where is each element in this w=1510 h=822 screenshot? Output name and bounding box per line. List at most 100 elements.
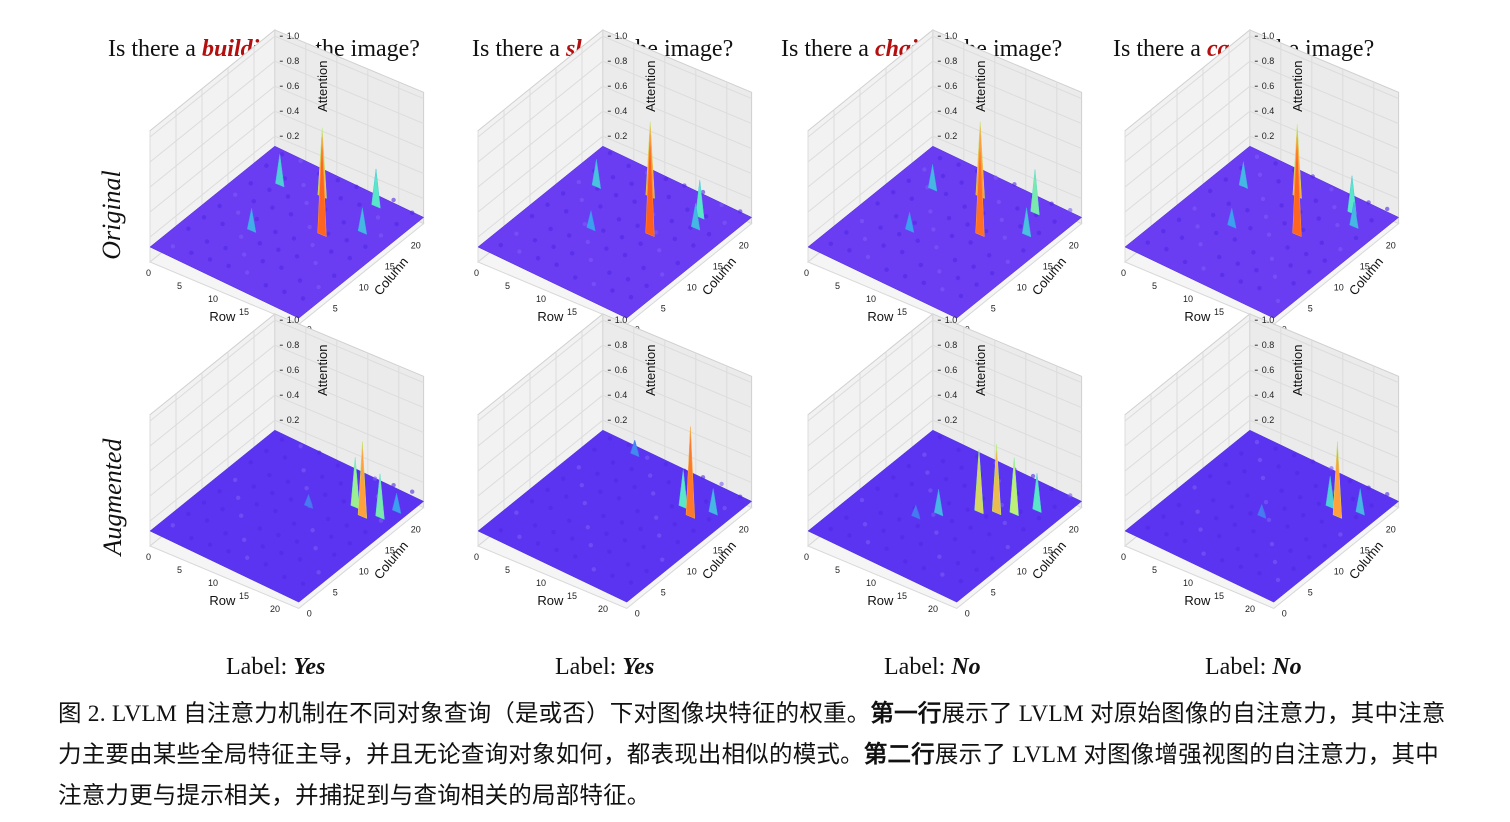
z-axis-label: Attention xyxy=(973,345,988,396)
surface-texture xyxy=(363,529,368,535)
surface-texture xyxy=(332,552,337,557)
surface-texture xyxy=(1322,258,1327,263)
row-tick-label: 15 xyxy=(1214,307,1224,317)
surface-texture xyxy=(1052,219,1057,224)
surface-texture xyxy=(862,522,868,527)
surface-texture xyxy=(881,243,886,248)
attention-peak-side xyxy=(1297,124,1302,199)
surface-texture xyxy=(915,523,920,529)
row-tick-label: 0 xyxy=(1121,268,1126,278)
attention-peak xyxy=(678,469,688,510)
surface-texture xyxy=(1260,196,1266,202)
surface-texture xyxy=(993,175,998,180)
surface-texture xyxy=(288,212,294,217)
surface-texture xyxy=(517,534,522,540)
surface-texture xyxy=(320,474,325,480)
column-tick-label: 5 xyxy=(991,587,996,597)
surface-texture xyxy=(918,541,923,547)
surface-texture xyxy=(245,555,250,560)
attention-peak xyxy=(1257,503,1267,520)
surface-texture xyxy=(288,497,294,502)
surface-texture xyxy=(1030,473,1036,479)
surface-texture xyxy=(551,529,556,535)
surface-texture xyxy=(1301,512,1306,518)
z-axis-label: Attention xyxy=(973,61,988,112)
surface-texture xyxy=(1239,451,1244,456)
row-tick-label: 20 xyxy=(270,604,280,614)
surface-texture xyxy=(613,192,619,198)
surface-texture xyxy=(1288,548,1293,553)
surface-texture xyxy=(884,546,889,551)
surface-texture xyxy=(604,531,609,536)
surface-texture xyxy=(1192,206,1197,211)
z-tick-label: 0.4 xyxy=(945,106,958,116)
surface-texture xyxy=(207,257,213,262)
surface-texture xyxy=(912,220,917,226)
z-tick-label: 0.6 xyxy=(945,365,958,375)
surface-texture xyxy=(1245,493,1250,498)
surface-texture xyxy=(738,209,743,214)
attention-surface-plot: 0.20.40.60.81.0Attention05101520Row05101… xyxy=(474,28,753,334)
grid-line xyxy=(149,35,424,138)
surface-texture xyxy=(1350,496,1356,502)
surface-texture xyxy=(1145,240,1150,245)
surface-texture xyxy=(517,249,522,254)
surface-texture xyxy=(891,189,896,195)
surface-texture xyxy=(719,481,724,487)
surface-texture xyxy=(1226,201,1231,206)
surface-texture xyxy=(341,499,346,504)
surface-texture xyxy=(1251,529,1256,534)
grid-line xyxy=(477,369,752,472)
z-tick-label: 0.6 xyxy=(287,81,300,91)
grid-line xyxy=(149,344,424,447)
surface-texture xyxy=(239,234,244,239)
attention-peak-side xyxy=(308,494,313,509)
attention-surface-plot: 0.20.40.60.81.0Attention05101520Row05101… xyxy=(146,312,425,618)
attention-peak xyxy=(375,473,385,520)
surface-texture xyxy=(635,508,640,514)
column-tick-label: 15 xyxy=(385,261,395,271)
surface-texture xyxy=(641,544,646,550)
column-tick-label: 15 xyxy=(1043,545,1053,555)
surface-texture xyxy=(310,528,315,533)
z-tick-label: 0.6 xyxy=(615,365,628,375)
surface-texture xyxy=(657,533,662,538)
surface-texture xyxy=(1353,514,1359,520)
column-tick-label: 10 xyxy=(687,566,697,576)
surface-texture xyxy=(1248,225,1253,231)
surface-texture xyxy=(1307,555,1312,560)
surface-texture xyxy=(974,282,979,287)
surface-texture xyxy=(329,534,334,539)
surface-texture xyxy=(410,210,415,215)
surface-texture xyxy=(270,490,275,496)
surface-texture xyxy=(1018,224,1023,229)
surface-texture xyxy=(567,233,572,238)
surface-texture xyxy=(304,200,309,206)
surface-texture xyxy=(996,199,1001,205)
attention-peak xyxy=(685,426,696,519)
surface-texture xyxy=(251,199,256,204)
surface-texture xyxy=(629,181,634,186)
row-tick-label: 5 xyxy=(835,565,840,575)
surface-texture xyxy=(949,519,955,524)
surface-texture xyxy=(635,223,640,229)
grid-line xyxy=(149,319,424,422)
surface-texture xyxy=(245,270,250,275)
grid-line xyxy=(1124,85,1399,188)
surface-texture xyxy=(897,232,902,237)
grid-line xyxy=(477,394,752,497)
surface-texture xyxy=(607,436,613,441)
column-tick-label: 0 xyxy=(1282,608,1287,618)
surface-texture xyxy=(1316,501,1321,506)
surface-texture xyxy=(1195,224,1200,229)
grid-line xyxy=(807,85,1082,188)
surface-texture xyxy=(294,539,300,544)
surface-texture xyxy=(1232,237,1237,242)
z-tick-label: 0.2 xyxy=(1262,415,1275,425)
grid-line xyxy=(1124,419,1399,522)
surface-texture xyxy=(338,195,343,201)
surface-texture xyxy=(201,215,207,220)
surface-texture xyxy=(607,270,612,275)
z-axis-label: Attention xyxy=(1290,61,1305,112)
surface-texture xyxy=(965,507,970,513)
